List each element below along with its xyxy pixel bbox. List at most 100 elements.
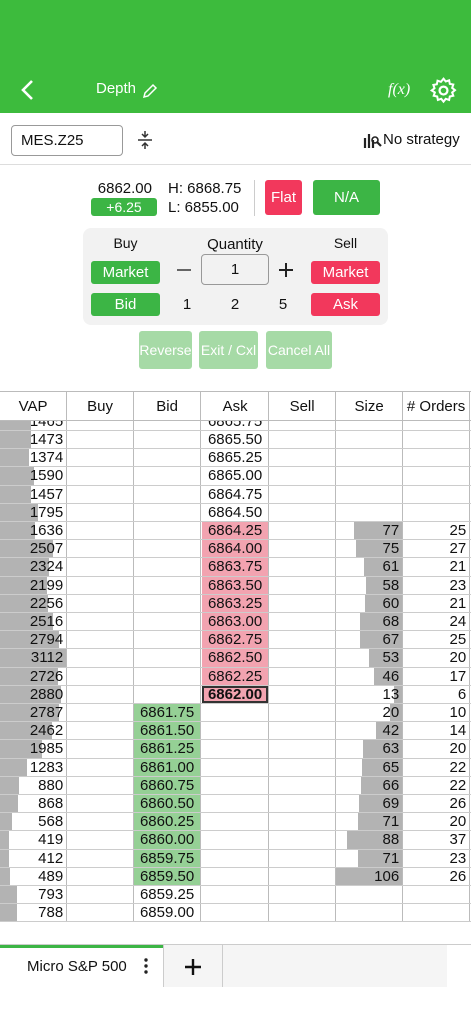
vap-value: 2507	[29, 540, 64, 558]
bid-price[interactable]: 6859.50	[139, 867, 195, 885]
settings-button[interactable]	[430, 77, 457, 104]
tab-label[interactable]: Micro S&P 500	[27, 958, 127, 975]
ladder-row: 788 6859.00	[0, 904, 471, 923]
size-bar	[361, 776, 403, 794]
ladder-cell	[67, 904, 135, 922]
ask-price[interactable]: 6862.25	[207, 667, 263, 685]
ask-price[interactable]: 6863.00	[207, 613, 263, 631]
ask-price[interactable]: 6865.50	[207, 431, 263, 449]
bid-price[interactable]: 6859.00	[139, 904, 195, 922]
ladder-cell: 6865.75	[202, 421, 270, 430]
ask-price[interactable]: 6865.25	[207, 449, 263, 467]
strategy-label[interactable]: No strategy	[383, 131, 460, 148]
ladder-cell	[202, 886, 270, 904]
ask-price[interactable]: 6865.00	[207, 467, 263, 485]
bid-price[interactable]: 6860.25	[139, 813, 195, 831]
size-bar	[357, 813, 403, 831]
vap-value: 2324	[29, 558, 64, 576]
ladder-cell	[336, 904, 404, 922]
bid-price[interactable]: 6859.25	[139, 886, 195, 904]
orders-value: 21	[449, 558, 467, 576]
ladder-cell	[67, 449, 135, 467]
ladder-row: 1473 6865.50	[0, 431, 471, 450]
size-bar	[376, 722, 403, 740]
ladder-cell	[202, 776, 270, 794]
ask-price[interactable]: 6864.25	[207, 522, 263, 540]
bid-price[interactable]: 6860.50	[139, 795, 195, 813]
ladder-cell	[269, 594, 337, 612]
ladder-cell	[134, 594, 202, 612]
ladder-row: 568 6860.25 71 20	[0, 813, 471, 832]
cancel-all-button[interactable]: Cancel All	[266, 331, 332, 369]
orders-value: 24	[449, 613, 467, 631]
ladder-row: 1457 6864.75	[0, 485, 471, 504]
column-header: VAP	[0, 392, 68, 420]
ask-price[interactable]: 6863.75	[207, 558, 263, 576]
ladder-cell: 1374	[0, 449, 68, 467]
ask-price[interactable]: 6864.50	[207, 503, 263, 521]
ask-price[interactable]: 6863.50	[207, 576, 263, 594]
ladder-cell: 6860.75	[134, 776, 202, 794]
bid-price[interactable]: 6859.75	[139, 849, 195, 867]
increase-button[interactable]	[278, 262, 294, 278]
ladder-cell	[269, 631, 337, 649]
ladder-cell: 26	[403, 795, 471, 813]
flat-button[interactable]: Flat	[265, 180, 302, 215]
column-header: # Orders	[403, 392, 471, 420]
ask-price[interactable]: 6862.75	[207, 631, 263, 649]
bid-price[interactable]: 6861.75	[139, 704, 195, 722]
ask-price[interactable]: 6862.00	[202, 685, 269, 703]
size-bar	[359, 613, 403, 631]
ladder-row: 2787 6861.75 20 10	[0, 704, 471, 723]
ask-price[interactable]: 6864.00	[207, 540, 263, 558]
bid-price[interactable]: 6861.00	[139, 758, 195, 776]
bid-price[interactable]: 6861.50	[139, 722, 195, 740]
formula-button[interactable]: f(x)	[388, 81, 411, 98]
bid-price[interactable]: 6861.25	[139, 740, 195, 758]
ladder-cell: 68	[336, 613, 404, 631]
bid-price[interactable]: 6860.75	[139, 776, 195, 794]
ladder-cell	[336, 421, 404, 430]
preset-quantity[interactable]: 5	[278, 295, 288, 313]
buy-market-button[interactable]: Market	[91, 261, 160, 284]
orders-value: 25	[449, 631, 467, 649]
ask-price[interactable]: 6863.25	[207, 594, 263, 612]
ladder-cell	[269, 613, 337, 631]
tab[interactable]	[0, 945, 163, 987]
back-button[interactable]	[16, 78, 40, 102]
ask-price[interactable]: 6862.50	[207, 649, 263, 667]
ladder-cell: 21	[403, 594, 471, 612]
ask-price[interactable]: 6865.75	[207, 421, 263, 430]
ladder-row: 1985 6861.25 63 20	[0, 740, 471, 759]
preset-quantity[interactable]: 1	[182, 295, 192, 313]
ladder-cell	[67, 613, 135, 631]
exit-button[interactable]: Exit / Cxl	[199, 331, 258, 369]
ask-price[interactable]: 6864.75	[207, 485, 263, 503]
bid-price[interactable]: 6860.00	[139, 831, 195, 849]
edit-icon[interactable]	[142, 83, 158, 99]
ladder-cell: 6861.75	[134, 704, 202, 722]
vap-value: 1374	[29, 449, 64, 467]
divider	[254, 180, 255, 216]
ask-button[interactable]: Ask	[311, 293, 380, 316]
position-button[interactable]: N/A	[313, 180, 380, 215]
bid-button[interactable]: Bid	[91, 293, 160, 316]
ladder-cell	[67, 740, 135, 758]
ladder-cell: 61	[336, 558, 404, 576]
vap-bar	[0, 867, 11, 885]
ladder-cell	[269, 503, 337, 521]
collapse-icon[interactable]	[135, 130, 155, 150]
quantity-input[interactable]: 1	[201, 254, 269, 285]
symbol-input[interactable]: MES.Z25	[11, 125, 123, 156]
preset-quantity[interactable]: 2	[230, 295, 240, 313]
add-tab-button[interactable]	[184, 958, 202, 976]
reverse-button[interactable]: Reverse	[139, 331, 192, 369]
ladder-cell	[134, 631, 202, 649]
size-value: 13	[382, 685, 400, 703]
ladder-cell	[134, 558, 202, 576]
sell-market-button[interactable]: Market	[311, 261, 380, 284]
decrease-button[interactable]	[176, 262, 192, 278]
size-value: 20	[382, 704, 400, 722]
tab-menu[interactable]	[141, 957, 151, 975]
ladder-cell: 69	[336, 795, 404, 813]
